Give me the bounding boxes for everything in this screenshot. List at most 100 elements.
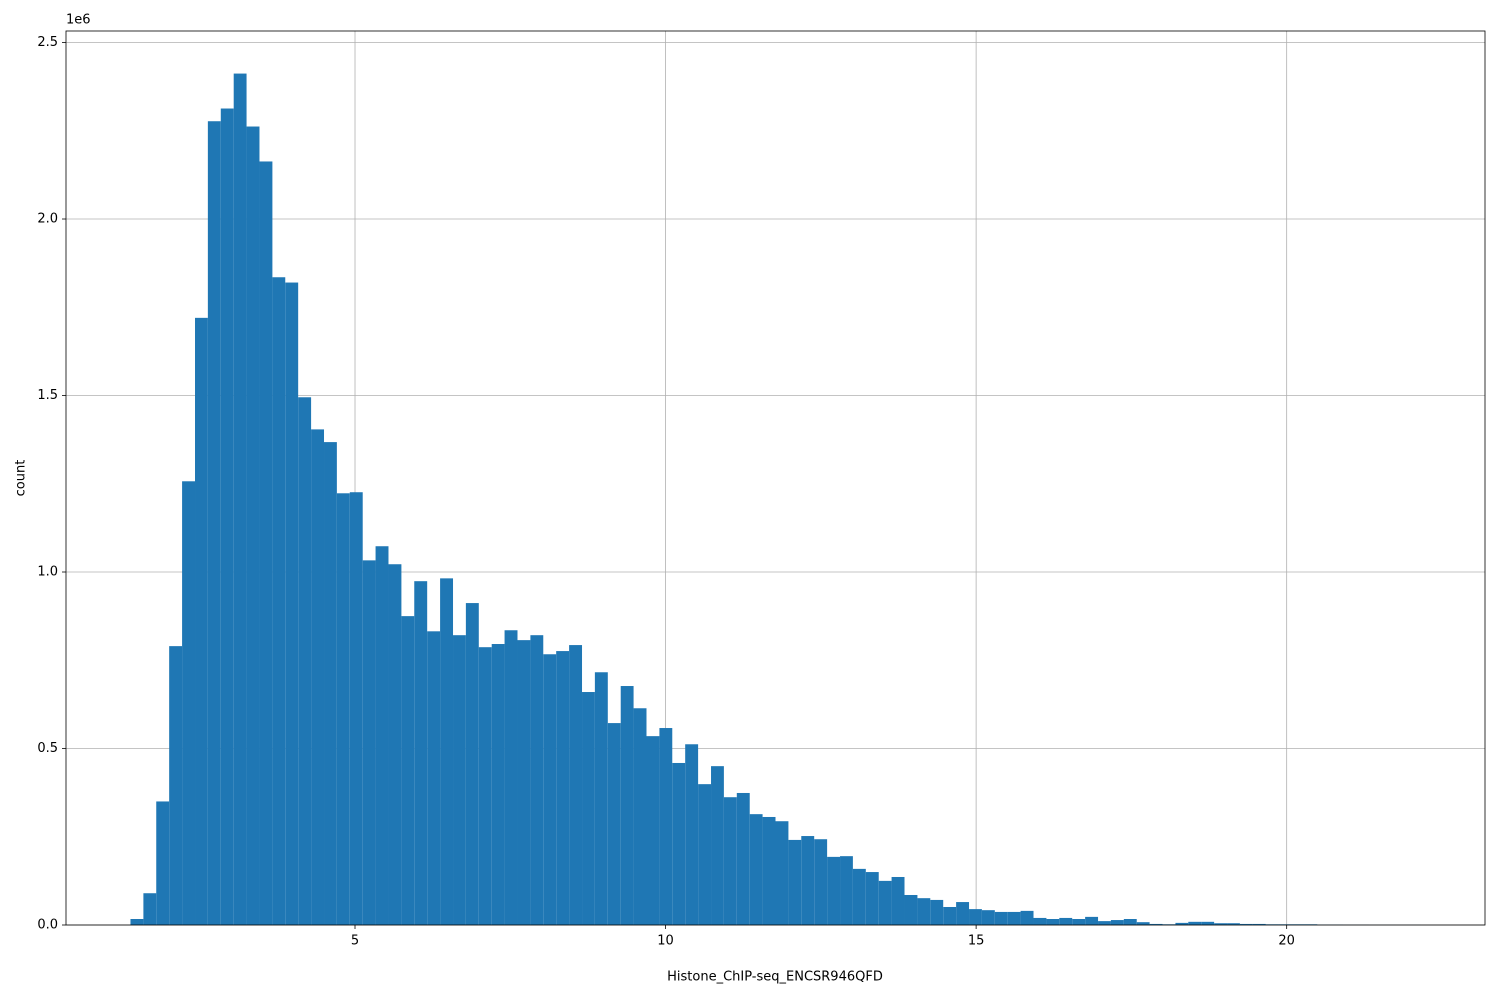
bar xyxy=(1188,921,1202,925)
bar xyxy=(594,672,608,925)
bar xyxy=(504,630,518,925)
y-tick-label: 1.5 xyxy=(37,388,58,403)
bar xyxy=(943,906,957,925)
bar xyxy=(852,868,866,925)
bar xyxy=(620,686,634,925)
bar xyxy=(285,282,299,925)
bar xyxy=(736,792,750,925)
bar xyxy=(1252,923,1266,925)
y-axis-label: count xyxy=(14,460,29,497)
bar xyxy=(388,564,402,925)
bar xyxy=(478,647,492,925)
bar xyxy=(207,121,221,925)
bar xyxy=(362,560,376,925)
bar xyxy=(607,723,621,925)
y-tick-label: 0.0 xyxy=(37,918,58,933)
bar xyxy=(878,880,892,925)
bar xyxy=(556,651,570,925)
y-tick-label: 0.5 xyxy=(37,741,58,756)
bar xyxy=(1033,917,1047,925)
bar xyxy=(233,73,247,926)
bar xyxy=(1201,921,1215,925)
bar xyxy=(336,493,350,925)
bar xyxy=(1214,923,1228,925)
bar xyxy=(904,894,918,925)
bar xyxy=(543,654,557,925)
bar xyxy=(633,708,647,925)
y-offset-label: 1e6 xyxy=(66,13,91,28)
bar xyxy=(930,899,944,925)
bar xyxy=(530,635,544,925)
bar xyxy=(659,728,673,925)
bar xyxy=(891,876,905,925)
bar xyxy=(1085,916,1099,925)
bar xyxy=(775,821,789,925)
bar xyxy=(311,429,325,925)
bar xyxy=(981,910,995,925)
bar xyxy=(840,856,853,925)
bar xyxy=(956,902,970,925)
bar xyxy=(827,856,841,925)
y-tick-label: 2.0 xyxy=(37,212,58,227)
bar xyxy=(195,317,208,925)
bar xyxy=(220,108,234,925)
bar xyxy=(272,277,286,926)
bar xyxy=(324,442,337,925)
bar xyxy=(246,126,260,925)
bar xyxy=(749,814,763,925)
bar xyxy=(711,766,724,925)
bar xyxy=(1098,921,1111,925)
bar xyxy=(465,603,479,925)
bar xyxy=(143,893,157,925)
bar xyxy=(569,645,583,925)
bar xyxy=(723,797,737,925)
bar xyxy=(414,581,428,925)
bar xyxy=(814,839,828,925)
bar xyxy=(1059,917,1073,925)
bar xyxy=(156,801,170,925)
bar xyxy=(1020,910,1034,925)
bar xyxy=(801,836,815,925)
bar xyxy=(1110,920,1124,925)
bar xyxy=(1227,923,1240,925)
bar xyxy=(1007,911,1021,925)
bar xyxy=(672,762,686,925)
bar xyxy=(491,644,505,925)
bar xyxy=(259,161,273,926)
bar xyxy=(788,839,802,925)
bar xyxy=(582,692,595,925)
bar xyxy=(1046,918,1060,925)
x-tick-label: 15 xyxy=(968,934,985,949)
bar xyxy=(349,492,363,925)
bar xyxy=(865,872,879,925)
bar xyxy=(1149,923,1163,925)
bar xyxy=(517,640,531,925)
bar xyxy=(994,911,1008,925)
bar xyxy=(646,736,660,925)
x-axis-label: Histone_ChIP-seq_ENCSR946QFD xyxy=(667,970,883,985)
bar xyxy=(969,909,982,925)
bar xyxy=(453,635,466,925)
bar xyxy=(762,816,776,925)
x-tick-label: 5 xyxy=(351,934,359,949)
bar xyxy=(130,918,144,925)
bar xyxy=(917,898,931,925)
bar xyxy=(427,631,441,925)
bar xyxy=(182,481,196,925)
bar xyxy=(1072,918,1086,925)
bar xyxy=(1136,922,1150,925)
bar xyxy=(440,578,454,925)
y-tick-label: 2.5 xyxy=(37,35,58,50)
x-tick-label: 20 xyxy=(1278,934,1295,949)
bar xyxy=(1123,918,1137,925)
x-tick-label: 10 xyxy=(657,934,674,949)
bar xyxy=(685,744,699,925)
bar xyxy=(169,646,183,925)
bar xyxy=(1175,922,1189,925)
axes-frame xyxy=(65,30,1486,926)
bar xyxy=(698,784,712,925)
bar xyxy=(375,546,389,925)
bar xyxy=(401,616,415,925)
bar xyxy=(298,397,312,925)
